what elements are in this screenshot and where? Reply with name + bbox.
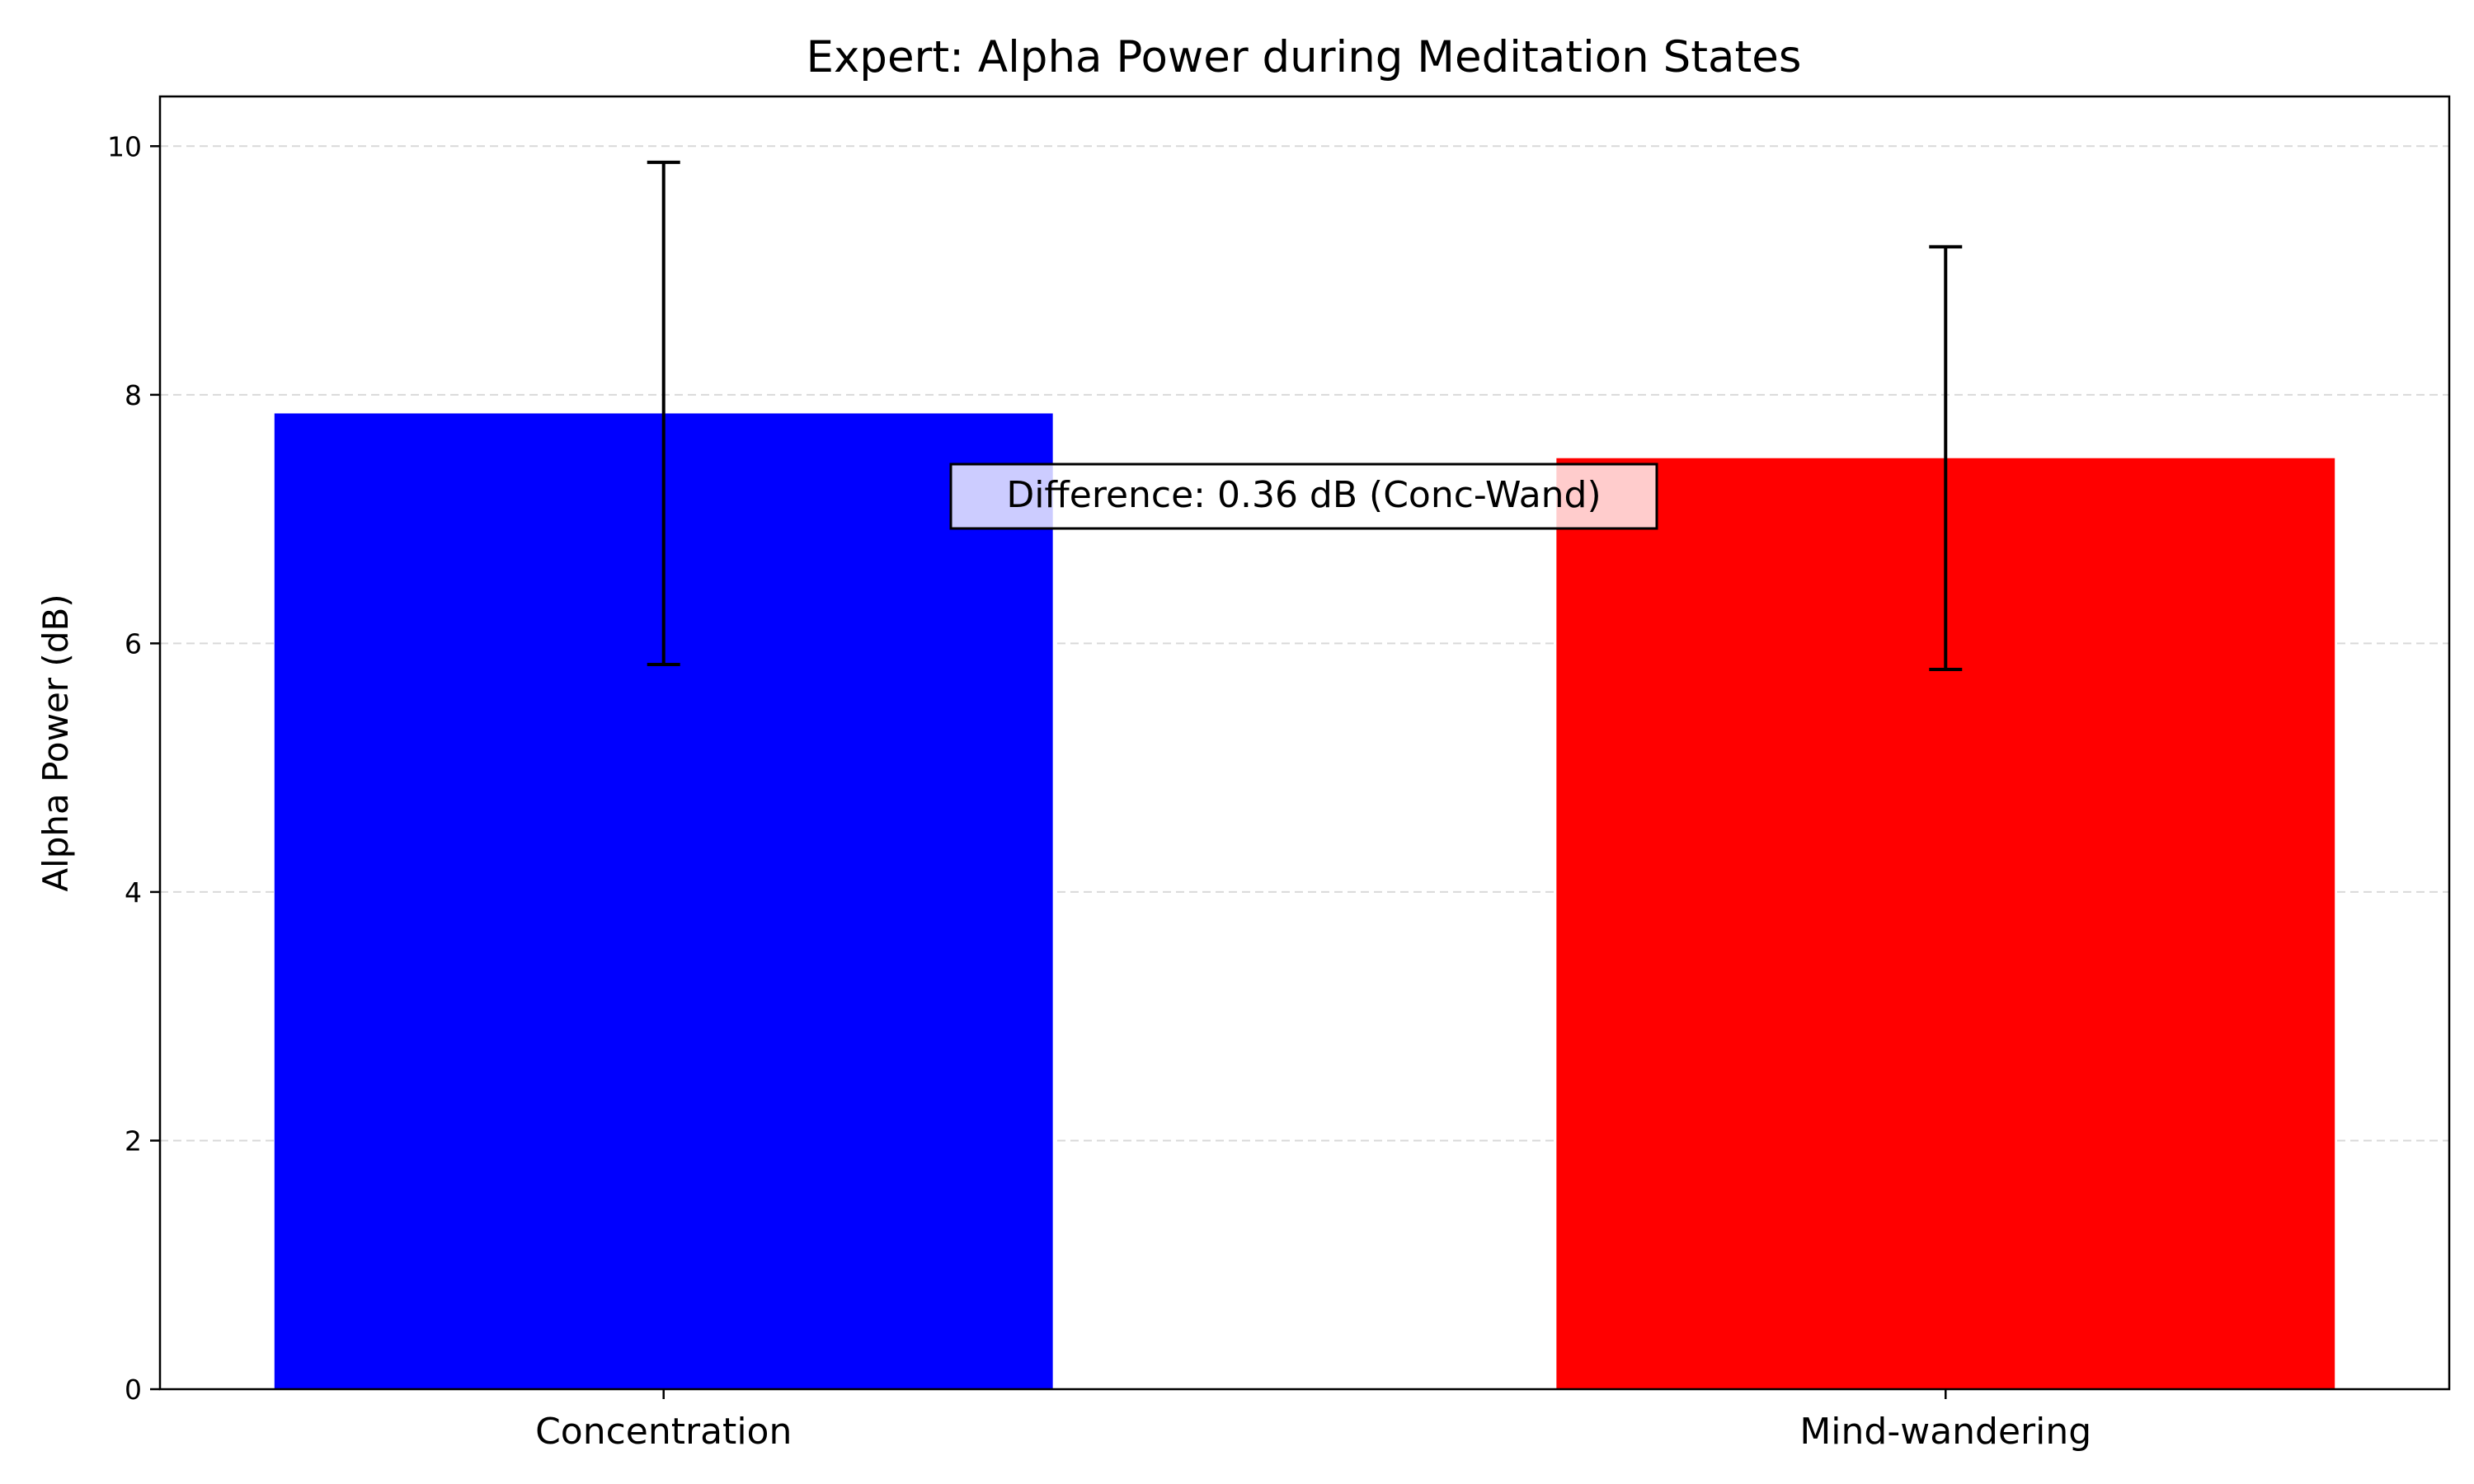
y-axis-ticks: 0 2 4 6 8 10: [107, 130, 160, 1406]
difference-annotation: Difference: 0.36 dB (Conc-Wand): [949, 463, 1658, 530]
y-tick-label: 4: [125, 876, 142, 909]
y-tick-label: 6: [125, 627, 142, 660]
annotation-text: Difference: 0.36 dB (Conc-Wand): [1006, 474, 1601, 516]
y-tick-label: 0: [125, 1374, 142, 1406]
axes: [158, 95, 2451, 1391]
x-tick-label: Mind-wandering: [1799, 1411, 2091, 1453]
error-bars: [647, 160, 1963, 672]
y-tick-label: 10: [107, 130, 142, 162]
y-axis-label: Alpha Power (dB): [35, 594, 76, 891]
chart-title: Expert: Alpha Power during Meditation St…: [806, 32, 1801, 82]
y-tick-label: 8: [125, 379, 142, 411]
plot-frame: [158, 95, 2451, 1391]
x-axis-ticks: Concentration Mind-wandering: [535, 1389, 2091, 1453]
y-tick-label: 2: [125, 1125, 142, 1157]
annotation-box: [949, 463, 1658, 530]
x-tick-label: Concentration: [535, 1411, 792, 1453]
bars: [274, 413, 2335, 1389]
